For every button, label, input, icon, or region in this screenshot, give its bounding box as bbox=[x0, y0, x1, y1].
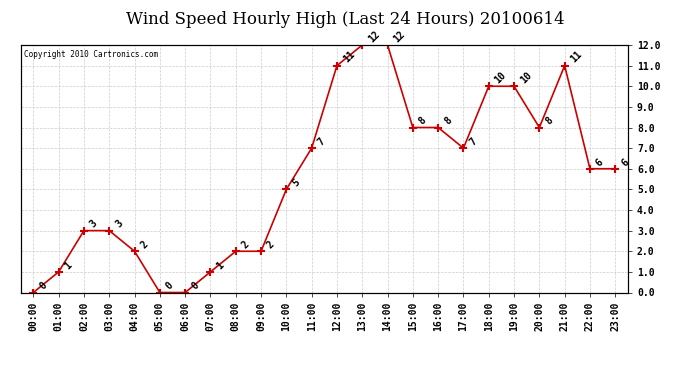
Text: 3: 3 bbox=[88, 219, 99, 230]
Text: 11: 11 bbox=[569, 50, 584, 65]
Text: 11: 11 bbox=[341, 50, 357, 65]
Text: 10: 10 bbox=[493, 70, 509, 86]
Text: 1: 1 bbox=[63, 260, 74, 271]
Text: 12: 12 bbox=[392, 29, 407, 44]
Text: 7: 7 bbox=[468, 136, 479, 147]
Text: Copyright 2010 Cartronics.com: Copyright 2010 Cartronics.com bbox=[23, 50, 158, 59]
Text: Wind Speed Hourly High (Last 24 Hours) 20100614: Wind Speed Hourly High (Last 24 Hours) 2… bbox=[126, 11, 564, 28]
Text: 0: 0 bbox=[164, 280, 175, 292]
Text: 3: 3 bbox=[113, 219, 125, 230]
Text: 12: 12 bbox=[366, 29, 382, 44]
Text: 0: 0 bbox=[189, 280, 201, 292]
Text: 8: 8 bbox=[544, 116, 555, 127]
Text: 5: 5 bbox=[290, 177, 302, 189]
Text: 2: 2 bbox=[265, 239, 277, 250]
Text: 6: 6 bbox=[620, 157, 631, 168]
Text: 0: 0 bbox=[37, 280, 49, 292]
Text: 8: 8 bbox=[417, 116, 428, 127]
Text: 2: 2 bbox=[139, 239, 150, 250]
Text: 7: 7 bbox=[316, 136, 327, 147]
Text: 1: 1 bbox=[215, 260, 226, 271]
Text: 8: 8 bbox=[442, 116, 453, 127]
Text: 2: 2 bbox=[240, 239, 251, 250]
Text: 10: 10 bbox=[518, 70, 533, 86]
Text: 6: 6 bbox=[594, 157, 605, 168]
